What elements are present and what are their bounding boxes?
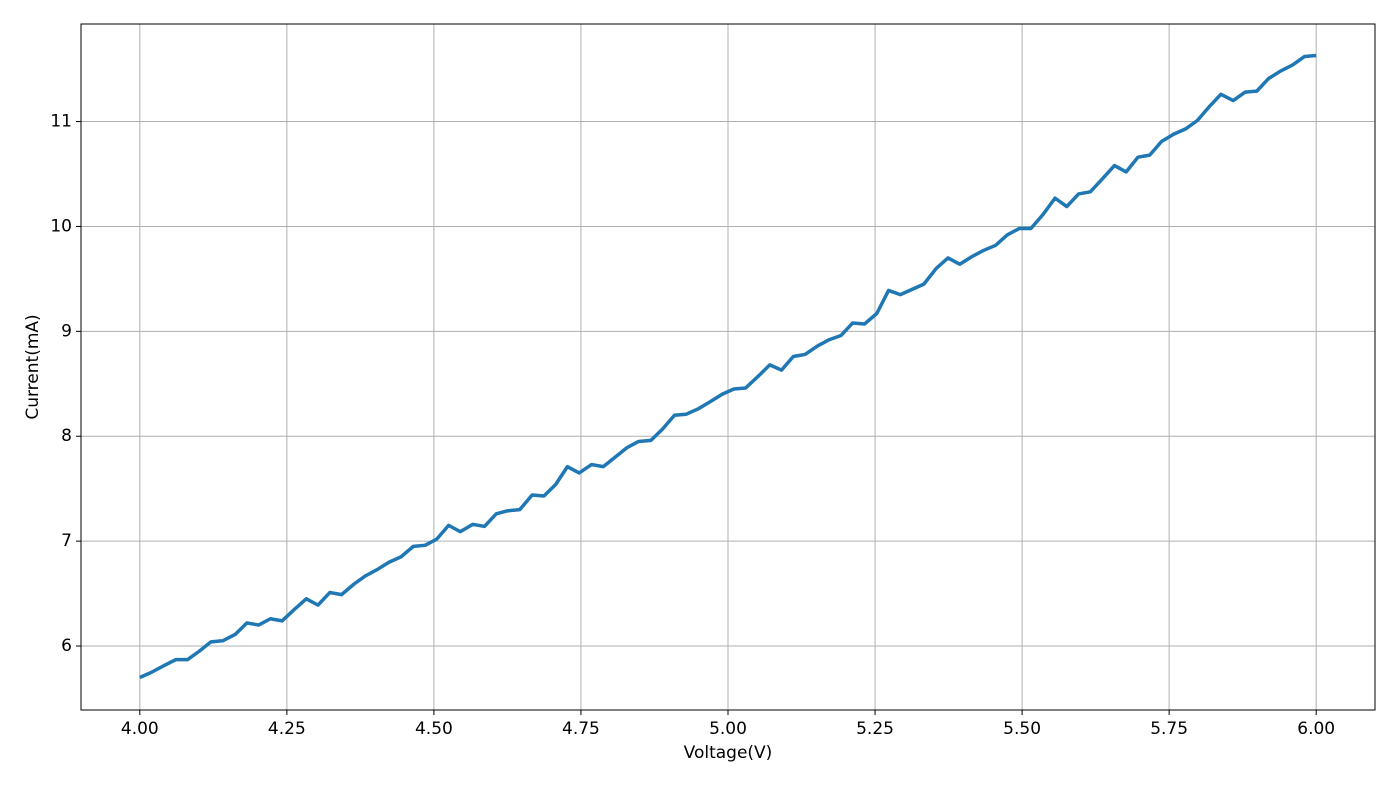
x-tick-label: 4.75 <box>562 719 600 739</box>
x-tick-label: 4.50 <box>415 719 453 739</box>
x-tick-label: 6.00 <box>1297 719 1335 739</box>
data-line <box>139 53 1317 680</box>
plot-frame <box>80 23 1376 711</box>
y-tick-label: 7 <box>61 531 72 551</box>
x-tick-label: 5.50 <box>1003 719 1041 739</box>
x-tick-label: 5.00 <box>709 719 747 739</box>
y-tick-label: 10 <box>50 216 72 236</box>
x-tick-label: 5.75 <box>1150 719 1188 739</box>
y-tick-label: 9 <box>61 321 72 341</box>
y-tick-label: 11 <box>50 112 72 132</box>
y-tick-label: 6 <box>61 636 72 656</box>
x-tick-label: 4.25 <box>268 719 306 739</box>
x-tick-label: 4.00 <box>121 719 159 739</box>
y-axis-label: Current(mA) <box>23 314 43 419</box>
x-tick-label: 5.25 <box>856 719 894 739</box>
x-axis-label: Voltage(V) <box>684 743 773 763</box>
y-tick-label: 8 <box>61 426 72 446</box>
